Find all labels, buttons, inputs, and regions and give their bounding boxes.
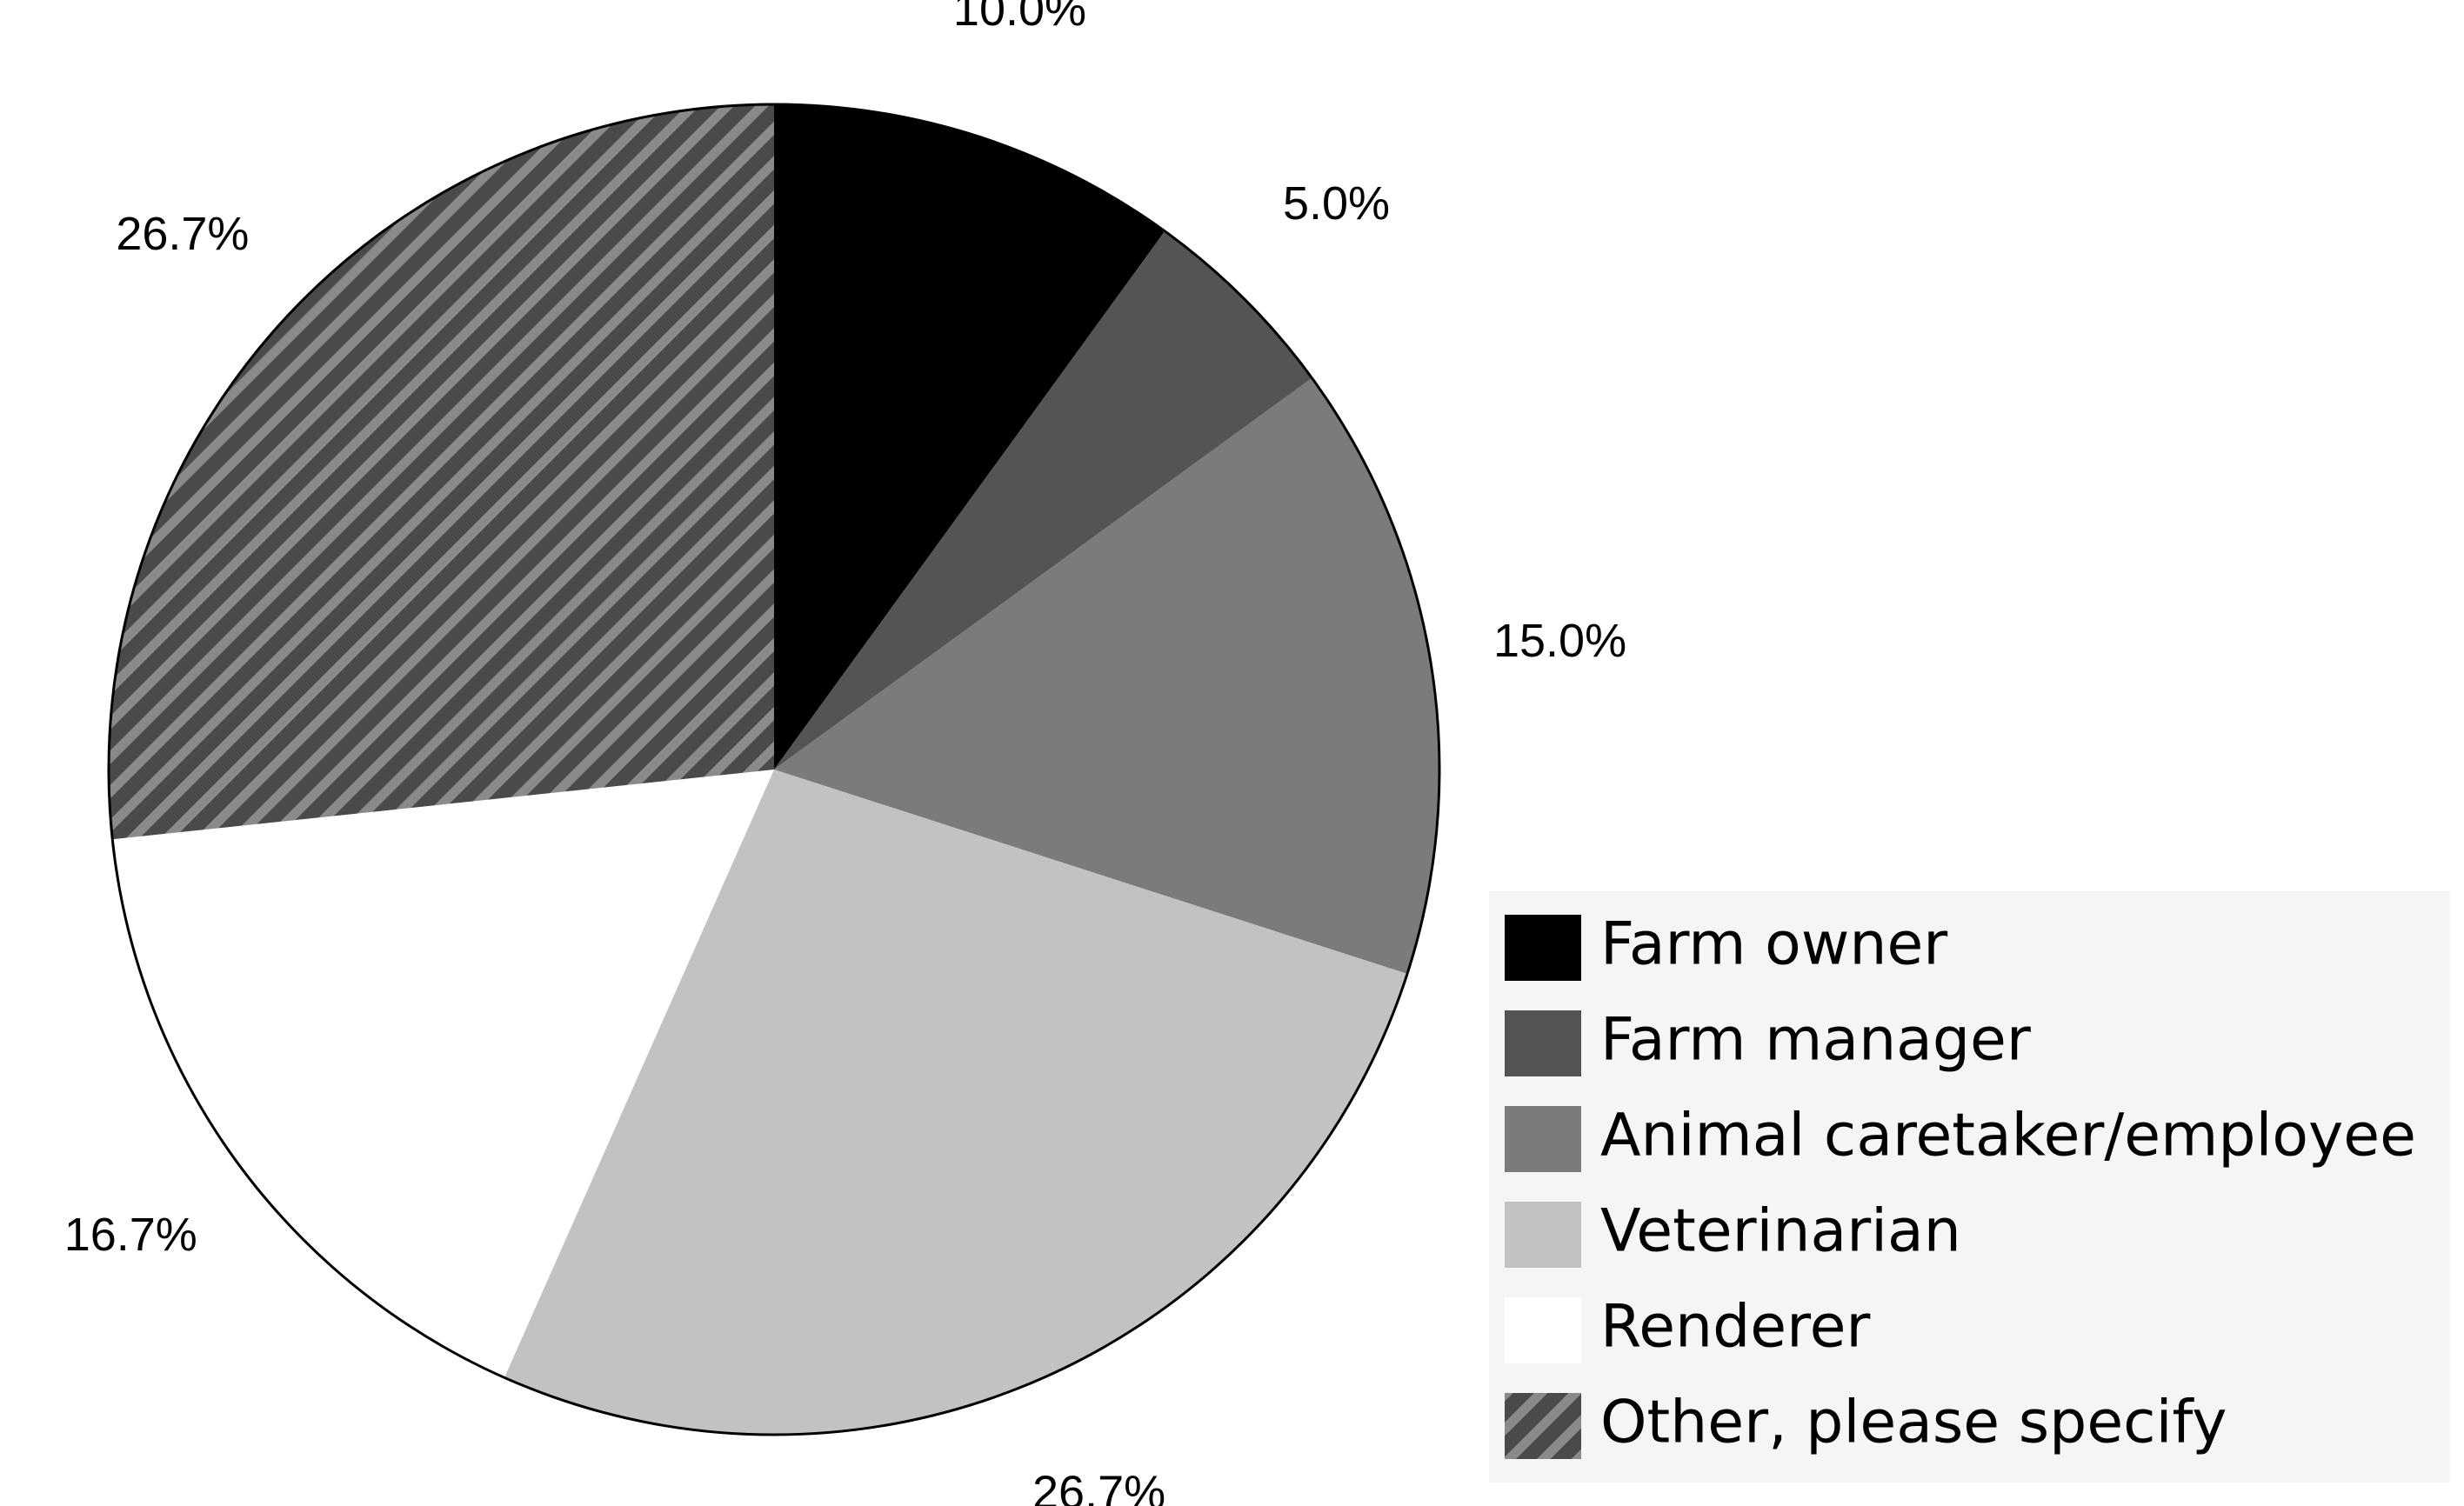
legend-swatch-renderer xyxy=(1505,1297,1581,1363)
pie-slice-animal-caretaker-employee xyxy=(774,377,1439,975)
legend-label-renderer: Renderer xyxy=(1600,1293,1870,1362)
legend: Farm owner Farm manager Animal caretaker/e… xyxy=(1489,891,2450,1483)
legend-label-veterinarian: Veterinarian xyxy=(1600,1197,1961,1266)
slice-label-veterinarian: 26.7% xyxy=(1032,1467,1165,1506)
slice-label-farm-owner: 10.0% xyxy=(953,0,1086,36)
legend-background xyxy=(1489,891,2450,1483)
legend-label-other-please-specify: Other, please specify xyxy=(1600,1389,2227,1457)
legend-swatch-farm-manager xyxy=(1505,1010,1581,1076)
pie-slice-veterinarian xyxy=(504,770,1408,1435)
pie-slice-farm-manager xyxy=(774,230,1312,770)
pie-slice-farm-owner xyxy=(774,104,1165,770)
legend-swatch-farm-owner xyxy=(1505,915,1581,981)
pie-slice-renderer xyxy=(112,770,775,1378)
legend-swatch-other-please-specify xyxy=(1505,1393,1581,1459)
legend-swatch-animal-caretaker-employee xyxy=(1505,1106,1581,1172)
slice-label-animal-caretaker-employee: 15.0% xyxy=(1493,615,1626,667)
legend-swatch-veterinarian xyxy=(1505,1202,1581,1268)
pie-outline xyxy=(107,103,1441,1436)
slice-label-renderer: 16.7% xyxy=(64,1209,197,1261)
legend-label-farm-owner: Farm owner xyxy=(1600,910,1947,979)
legend-label-animal-caretaker-employee: Animal caretaker/employee xyxy=(1600,1102,2416,1170)
slice-label-farm-manager: 5.0% xyxy=(1283,177,1390,230)
slice-labels: 10.0% 5.0% 15.0% 26.7% 16.7% 26.7% xyxy=(64,0,1626,1506)
pie-slice-other-please-specify xyxy=(108,104,774,840)
pie-slices xyxy=(107,103,1441,1436)
slice-label-other-please-specify: 26.7% xyxy=(116,208,249,260)
legend-label-farm-manager: Farm manager xyxy=(1600,1006,2031,1075)
